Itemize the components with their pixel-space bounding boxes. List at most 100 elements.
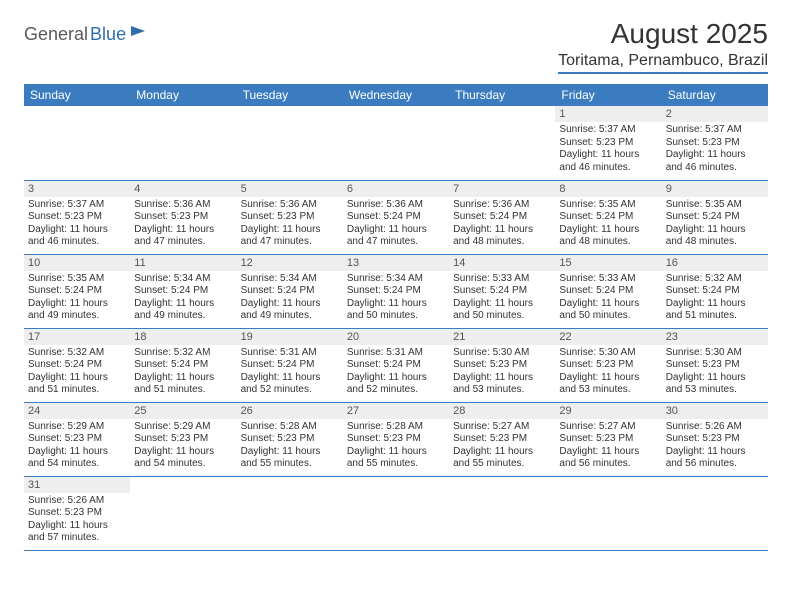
- day-number: 4: [130, 181, 236, 197]
- day-cell: 7Sunrise: 5:36 AMSunset: 5:24 PMDaylight…: [449, 180, 555, 254]
- sunrise-line: Sunrise: 5:32 AM: [28, 347, 126, 360]
- day-number: 12: [237, 255, 343, 271]
- sunrise-line: Sunrise: 5:31 AM: [241, 347, 339, 360]
- daylight-line: Daylight: 11 hours and 46 minutes.: [666, 149, 764, 174]
- title-block: August 2025 Toritama, Pernambuco, Brazil: [558, 18, 768, 74]
- sunset-line: Sunset: 5:24 PM: [134, 285, 232, 298]
- day-details: Sunrise: 5:36 AMSunset: 5:23 PMDaylight:…: [237, 197, 343, 253]
- day-cell: 27Sunrise: 5:28 AMSunset: 5:23 PMDayligh…: [343, 402, 449, 476]
- sunset-line: Sunset: 5:23 PM: [666, 137, 764, 150]
- sunrise-line: Sunrise: 5:28 AM: [241, 421, 339, 434]
- day-cell: 31Sunrise: 5:26 AMSunset: 5:23 PMDayligh…: [24, 476, 130, 550]
- day-number: 7: [449, 181, 555, 197]
- sunset-line: Sunset: 5:24 PM: [666, 285, 764, 298]
- day-details: Sunrise: 5:30 AMSunset: 5:23 PMDaylight:…: [449, 345, 555, 401]
- day-cell: 25Sunrise: 5:29 AMSunset: 5:23 PMDayligh…: [130, 402, 236, 476]
- sunrise-line: Sunrise: 5:28 AM: [347, 421, 445, 434]
- daylight-line: Daylight: 11 hours and 49 minutes.: [241, 298, 339, 323]
- sunset-line: Sunset: 5:24 PM: [241, 359, 339, 372]
- day-number: 6: [343, 181, 449, 197]
- daylight-line: Daylight: 11 hours and 53 minutes.: [666, 372, 764, 397]
- weekday-header: Friday: [555, 84, 661, 106]
- sunrise-line: Sunrise: 5:34 AM: [347, 273, 445, 286]
- day-cell: 19Sunrise: 5:31 AMSunset: 5:24 PMDayligh…: [237, 328, 343, 402]
- day-number: 22: [555, 329, 661, 345]
- sunrise-line: Sunrise: 5:26 AM: [666, 421, 764, 434]
- sunset-line: Sunset: 5:24 PM: [28, 359, 126, 372]
- sunrise-line: Sunrise: 5:35 AM: [666, 199, 764, 212]
- day-number: 15: [555, 255, 661, 271]
- sunset-line: Sunset: 5:23 PM: [28, 211, 126, 224]
- day-cell: 3Sunrise: 5:37 AMSunset: 5:23 PMDaylight…: [24, 180, 130, 254]
- empty-cell: [130, 476, 236, 550]
- daylight-line: Daylight: 11 hours and 51 minutes.: [28, 372, 126, 397]
- day-cell: 18Sunrise: 5:32 AMSunset: 5:24 PMDayligh…: [130, 328, 236, 402]
- sunrise-line: Sunrise: 5:29 AM: [134, 421, 232, 434]
- daylight-line: Daylight: 11 hours and 54 minutes.: [134, 446, 232, 471]
- sunrise-line: Sunrise: 5:27 AM: [453, 421, 551, 434]
- empty-cell: [449, 476, 555, 550]
- day-details: Sunrise: 5:26 AMSunset: 5:23 PMDaylight:…: [24, 493, 130, 549]
- day-number: 27: [343, 403, 449, 419]
- weekday-header: Saturday: [662, 84, 768, 106]
- day-details: Sunrise: 5:26 AMSunset: 5:23 PMDaylight:…: [662, 419, 768, 475]
- sunrise-line: Sunrise: 5:33 AM: [559, 273, 657, 286]
- sunrise-line: Sunrise: 5:34 AM: [134, 273, 232, 286]
- sunset-line: Sunset: 5:24 PM: [134, 359, 232, 372]
- daylight-line: Daylight: 11 hours and 48 minutes.: [453, 224, 551, 249]
- day-details: Sunrise: 5:29 AMSunset: 5:23 PMDaylight:…: [130, 419, 236, 475]
- sunset-line: Sunset: 5:23 PM: [241, 211, 339, 224]
- day-number: 29: [555, 403, 661, 419]
- sunrise-line: Sunrise: 5:27 AM: [559, 421, 657, 434]
- logo-text-blue: Blue: [90, 24, 126, 45]
- daylight-line: Daylight: 11 hours and 48 minutes.: [666, 224, 764, 249]
- weekday-header: Sunday: [24, 84, 130, 106]
- sunset-line: Sunset: 5:24 PM: [559, 285, 657, 298]
- sunset-line: Sunset: 5:23 PM: [559, 433, 657, 446]
- day-cell: 24Sunrise: 5:29 AMSunset: 5:23 PMDayligh…: [24, 402, 130, 476]
- sunset-line: Sunset: 5:23 PM: [666, 433, 764, 446]
- daylight-line: Daylight: 11 hours and 56 minutes.: [559, 446, 657, 471]
- daylight-line: Daylight: 11 hours and 47 minutes.: [134, 224, 232, 249]
- daylight-line: Daylight: 11 hours and 50 minutes.: [453, 298, 551, 323]
- day-details: Sunrise: 5:28 AMSunset: 5:23 PMDaylight:…: [237, 419, 343, 475]
- day-details: Sunrise: 5:30 AMSunset: 5:23 PMDaylight:…: [662, 345, 768, 401]
- day-cell: 6Sunrise: 5:36 AMSunset: 5:24 PMDaylight…: [343, 180, 449, 254]
- location-text: Toritama, Pernambuco, Brazil: [558, 52, 768, 74]
- day-details: Sunrise: 5:30 AMSunset: 5:23 PMDaylight:…: [555, 345, 661, 401]
- day-cell: 21Sunrise: 5:30 AMSunset: 5:23 PMDayligh…: [449, 328, 555, 402]
- daylight-line: Daylight: 11 hours and 47 minutes.: [241, 224, 339, 249]
- sunrise-line: Sunrise: 5:32 AM: [134, 347, 232, 360]
- sunrise-line: Sunrise: 5:29 AM: [28, 421, 126, 434]
- day-number: 18: [130, 329, 236, 345]
- day-cell: 23Sunrise: 5:30 AMSunset: 5:23 PMDayligh…: [662, 328, 768, 402]
- weekday-header: Thursday: [449, 84, 555, 106]
- day-number: 16: [662, 255, 768, 271]
- daylight-line: Daylight: 11 hours and 49 minutes.: [28, 298, 126, 323]
- calendar-body: 1Sunrise: 5:37 AMSunset: 5:23 PMDaylight…: [24, 106, 768, 550]
- empty-cell: [343, 476, 449, 550]
- day-details: Sunrise: 5:33 AMSunset: 5:24 PMDaylight:…: [555, 271, 661, 327]
- day-number: 14: [449, 255, 555, 271]
- day-details: Sunrise: 5:32 AMSunset: 5:24 PMDaylight:…: [662, 271, 768, 327]
- day-number: 31: [24, 477, 130, 493]
- daylight-line: Daylight: 11 hours and 55 minutes.: [241, 446, 339, 471]
- day-cell: 28Sunrise: 5:27 AMSunset: 5:23 PMDayligh…: [449, 402, 555, 476]
- sunset-line: Sunset: 5:23 PM: [453, 359, 551, 372]
- weekday-header: Wednesday: [343, 84, 449, 106]
- sunset-line: Sunset: 5:24 PM: [666, 211, 764, 224]
- day-cell: 11Sunrise: 5:34 AMSunset: 5:24 PMDayligh…: [130, 254, 236, 328]
- day-details: Sunrise: 5:35 AMSunset: 5:24 PMDaylight:…: [555, 197, 661, 253]
- day-details: Sunrise: 5:27 AMSunset: 5:23 PMDaylight:…: [555, 419, 661, 475]
- sunrise-line: Sunrise: 5:31 AM: [347, 347, 445, 360]
- day-number: 1: [555, 106, 661, 122]
- sunset-line: Sunset: 5:23 PM: [28, 433, 126, 446]
- day-details: Sunrise: 5:34 AMSunset: 5:24 PMDaylight:…: [343, 271, 449, 327]
- day-cell: 22Sunrise: 5:30 AMSunset: 5:23 PMDayligh…: [555, 328, 661, 402]
- empty-cell: [662, 476, 768, 550]
- day-details: Sunrise: 5:31 AMSunset: 5:24 PMDaylight:…: [343, 345, 449, 401]
- sunset-line: Sunset: 5:24 PM: [453, 285, 551, 298]
- logo-flag-icon: [131, 26, 145, 36]
- weekday-header: Tuesday: [237, 84, 343, 106]
- day-number: 23: [662, 329, 768, 345]
